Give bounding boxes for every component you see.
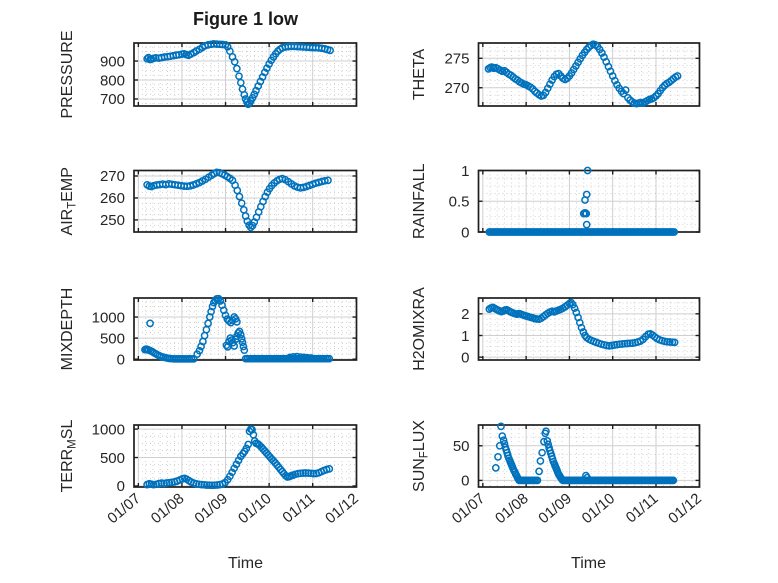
series-markers [484, 40, 682, 108]
x-tick-label: 01/09 [535, 490, 575, 527]
subplot-rainfall: 0 0.5 1 RAINFALL [411, 163, 701, 241]
y-axis-label: PRESSURE [59, 30, 76, 118]
y-tick-label: 2 [461, 306, 469, 323]
y-tick-label: 0 [117, 478, 125, 495]
series-markers [141, 294, 334, 363]
series-markers [143, 168, 332, 232]
y-tick-label: 270 [444, 80, 469, 97]
subplot-h2omixra: 0 1 2 H2OMIXRA [411, 287, 701, 371]
xlabel-time-left: Time [228, 555, 263, 572]
y-tick-label: 0 [461, 473, 469, 490]
series-markers [491, 422, 678, 485]
y-axis-label: H2OMIXRA [411, 287, 428, 371]
series-markers [143, 425, 334, 490]
y-tick-label: 1000 [92, 421, 125, 438]
y-axis-label: SUNFLUX [411, 420, 431, 492]
y-tick-label: 250 [100, 212, 125, 229]
series-markers [485, 298, 679, 350]
y-tick-label: 700 [100, 91, 125, 108]
y-axis-label: RAINFALL [411, 163, 428, 239]
y-tick-label: 500 [100, 450, 125, 467]
y-tick-label: 1 [461, 163, 469, 180]
subplot-sun_flux: 0 50 01/07 01/08 01/09 01/10 01/11 01/12 SUNFLUX [411, 420, 705, 527]
xlabel-time-right: Time [571, 555, 606, 572]
y-axis-label: THETA [411, 49, 428, 101]
minor-grid [478, 170, 700, 232]
y-tick-label: 270 [100, 168, 125, 185]
axes-box [133, 424, 358, 488]
y-tick-label: 900 [100, 53, 125, 70]
subplot-mixdepth: 0 500 1000 MIXDEPTH [59, 288, 358, 371]
axes-box [133, 297, 358, 361]
y-tick-label: 500 [100, 330, 125, 347]
x-tick-label: 01/10 [579, 490, 619, 527]
y-tick-label: 275 [444, 51, 469, 68]
series-markers [485, 166, 679, 236]
minor-grid [134, 298, 357, 360]
x-tick-label: 01/07 [104, 490, 144, 527]
figure-title: Figure 1 low [192, 9, 298, 29]
y-tick-label: 260 [100, 190, 125, 207]
subplot-pressure: 700 800 900 PRESSURE [59, 30, 358, 119]
series-markers [143, 40, 334, 109]
tick-marks [478, 43, 700, 106]
y-tick-label: 50 [453, 438, 470, 455]
subplot-terr_msl: 0 500 1000 01/07 01/08 01/09 01/10 01/11 01/12 TE… [59, 420, 362, 528]
y-tick-label: 800 [100, 72, 125, 89]
x-tick-label: 01/08 [148, 490, 188, 527]
x-tick-label: 01/12 [322, 490, 362, 527]
y-tick-label: 1 [461, 328, 469, 345]
axes-box [477, 424, 701, 488]
x-tick-label: 01/10 [235, 490, 275, 527]
x-tick-label: 01/11 [279, 490, 318, 526]
minor-grid [478, 298, 700, 360]
x-tick-label: 01/08 [492, 490, 532, 527]
x-tick-label: 01/11 [623, 490, 662, 526]
axes-box [477, 297, 701, 361]
y-axis-label: TERRMSL [59, 420, 79, 493]
minor-grid [478, 43, 700, 106]
x-tick-label: 01/09 [191, 490, 231, 527]
tick-marks [478, 298, 700, 360]
tick-marks [134, 170, 357, 232]
y-tick-label: 0 [461, 224, 469, 241]
x-tick-label: 01/07 [449, 490, 489, 527]
subplot-air_temp: 250 260 270 AIRTEMP [59, 167, 358, 235]
y-tick-label: 0.5 [449, 194, 470, 211]
y-axis-label: MIXDEPTH [59, 288, 76, 371]
y-axis-label: AIRTEMP [59, 167, 79, 235]
subplot-theta: 270 275 THETA [411, 40, 701, 108]
axes-box [133, 169, 358, 233]
y-tick-label: 0 [117, 351, 125, 368]
y-tick-label: 1000 [92, 309, 125, 326]
y-tick-label: 0 [461, 349, 469, 366]
x-tick-label: 01/12 [665, 490, 705, 527]
